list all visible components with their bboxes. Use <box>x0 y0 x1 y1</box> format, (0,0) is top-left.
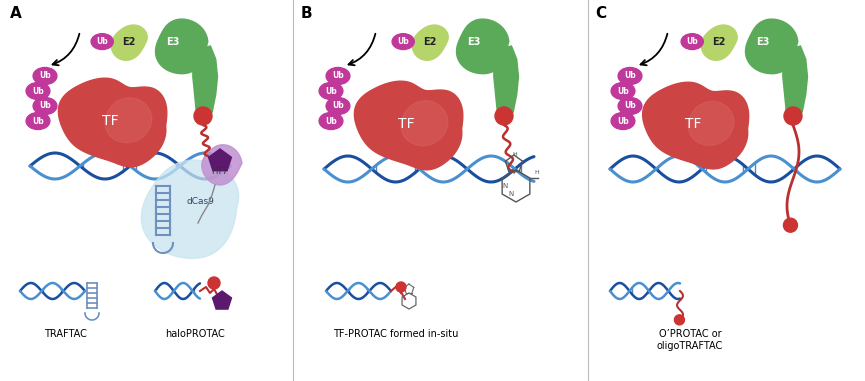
Ellipse shape <box>611 112 635 130</box>
Polygon shape <box>783 46 808 117</box>
Polygon shape <box>494 46 518 117</box>
Polygon shape <box>58 78 167 167</box>
Polygon shape <box>643 82 749 169</box>
Text: Ub: Ub <box>32 86 44 96</box>
Polygon shape <box>208 149 232 171</box>
Ellipse shape <box>319 83 343 99</box>
Circle shape <box>784 107 802 125</box>
Text: Ub: Ub <box>39 101 51 110</box>
Text: E2: E2 <box>423 37 436 46</box>
Text: E2: E2 <box>122 37 135 46</box>
Text: A: A <box>10 6 22 21</box>
Text: TF: TF <box>102 114 119 128</box>
Text: O’PROTAC or
oligoTRAFTAC: O’PROTAC or oligoTRAFTAC <box>657 329 723 351</box>
Circle shape <box>208 277 220 289</box>
Circle shape <box>784 218 798 232</box>
Text: Ub: Ub <box>325 86 336 96</box>
Text: Ub: Ub <box>332 72 344 80</box>
Polygon shape <box>112 25 147 60</box>
Ellipse shape <box>91 34 113 50</box>
Text: Ub: Ub <box>686 37 698 46</box>
Text: H: H <box>534 170 539 175</box>
Ellipse shape <box>392 34 414 50</box>
Ellipse shape <box>618 98 642 115</box>
Text: H: H <box>512 152 516 157</box>
Text: E3: E3 <box>166 37 179 46</box>
Ellipse shape <box>33 98 57 115</box>
Ellipse shape <box>33 67 57 85</box>
Ellipse shape <box>611 83 635 99</box>
Polygon shape <box>457 19 509 74</box>
Text: N: N <box>502 183 507 189</box>
Text: haloPROTAC: haloPROTAC <box>165 329 225 339</box>
Text: B: B <box>301 6 312 21</box>
Ellipse shape <box>319 112 343 130</box>
Text: E3: E3 <box>467 37 480 46</box>
Text: E3: E3 <box>756 37 769 46</box>
Text: N: N <box>508 191 513 197</box>
Polygon shape <box>213 291 232 309</box>
Text: TF-PROTAC formed in-situ: TF-PROTAC formed in-situ <box>333 329 458 339</box>
Circle shape <box>396 282 406 292</box>
Text: Ub: Ub <box>625 101 636 110</box>
Text: E2: E2 <box>712 37 725 46</box>
Ellipse shape <box>326 98 350 115</box>
Polygon shape <box>156 19 208 74</box>
Text: TF: TF <box>398 117 414 131</box>
Text: Ub: Ub <box>397 37 409 46</box>
Ellipse shape <box>618 67 642 85</box>
Text: Ub: Ub <box>617 117 629 125</box>
Polygon shape <box>193 46 217 117</box>
Text: Ub: Ub <box>39 72 51 80</box>
Polygon shape <box>141 160 239 258</box>
Text: HT7: HT7 <box>212 166 228 176</box>
Polygon shape <box>413 25 448 60</box>
Polygon shape <box>401 101 448 146</box>
Text: Ub: Ub <box>32 117 44 125</box>
Text: TF: TF <box>685 117 702 131</box>
Ellipse shape <box>326 67 350 85</box>
Ellipse shape <box>681 34 703 50</box>
Polygon shape <box>105 98 152 143</box>
Text: Ub: Ub <box>617 86 629 96</box>
Polygon shape <box>702 25 737 60</box>
Text: C: C <box>595 6 606 21</box>
Text: dCas9: dCas9 <box>186 197 214 205</box>
Polygon shape <box>689 101 734 145</box>
Polygon shape <box>202 145 242 185</box>
Text: Ub: Ub <box>625 72 636 80</box>
Text: Ub: Ub <box>96 37 108 46</box>
Polygon shape <box>746 19 798 74</box>
Ellipse shape <box>26 83 50 99</box>
Polygon shape <box>355 81 463 170</box>
Circle shape <box>675 315 684 325</box>
Text: TRAFTAC: TRAFTAC <box>43 329 86 339</box>
Ellipse shape <box>26 112 50 130</box>
Text: Ub: Ub <box>325 117 336 125</box>
Circle shape <box>495 107 513 125</box>
Circle shape <box>194 107 212 125</box>
Text: Ub: Ub <box>332 101 344 110</box>
